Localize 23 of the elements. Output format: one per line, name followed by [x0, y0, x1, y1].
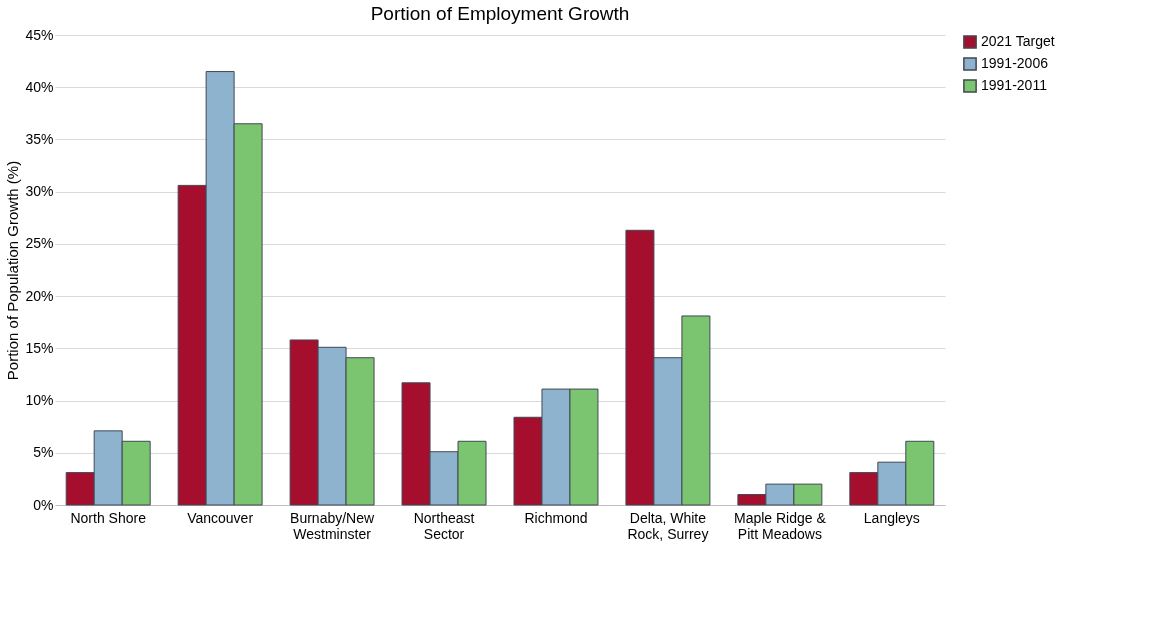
- x-tick-label: Vancouver: [187, 509, 254, 526]
- legend-label: 1991-2011: [981, 77, 1048, 93]
- y-tick-label: 5%: [33, 444, 54, 461]
- y-tick-label: 30%: [25, 183, 54, 200]
- y-tick-label: 40%: [25, 78, 54, 95]
- x-tick-label: Richmond: [524, 509, 588, 526]
- y-tick-label: 35%: [25, 130, 54, 147]
- x-tick-label: Northeast Sector: [413, 509, 475, 542]
- y-tick-label: 45%: [25, 26, 54, 43]
- legend-label: 2021 Target: [981, 33, 1055, 49]
- y-tick-label: 15%: [25, 339, 54, 356]
- x-tick-label: Langleys: [863, 509, 920, 526]
- y-tick-label: 10%: [25, 392, 54, 409]
- x-tick-label: Delta, White Rock, Surrey: [627, 509, 709, 542]
- x-tick-label: North Shore: [70, 509, 147, 526]
- x-tick-label: Burnaby/New Westminster: [290, 509, 375, 542]
- chart-title: Portion of Employment Growth: [370, 3, 630, 24]
- y-tick-label: 25%: [25, 235, 54, 252]
- x-tick-label: Maple Ridge & Pitt Meadows: [733, 509, 827, 542]
- y-tick-label: 0%: [33, 496, 54, 513]
- legend-label: 1991-2006: [981, 55, 1049, 71]
- y-tick-label: 20%: [25, 287, 54, 304]
- y-axis-title: Portion of Population Growth (%): [4, 160, 22, 381]
